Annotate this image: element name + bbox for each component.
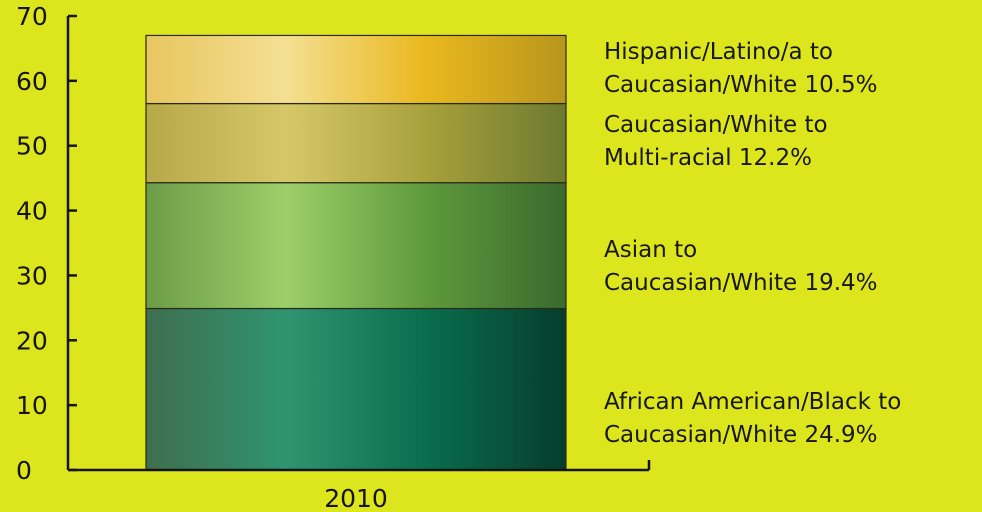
y-tick-label: 10 xyxy=(16,391,48,420)
bars xyxy=(145,34,567,471)
bar-segment-1 xyxy=(145,182,567,310)
axes xyxy=(66,16,651,472)
legend: African American/Black to Caucasian/White… xyxy=(604,39,901,448)
y-tick-label: 20 xyxy=(16,326,48,355)
bar-segment-0 xyxy=(145,307,567,471)
y-tick-label: 70 xyxy=(16,2,48,31)
y-tick-label: 40 xyxy=(16,197,48,226)
y-tick-label: 0 xyxy=(16,456,32,485)
x-tick-label: 2010 xyxy=(324,484,388,512)
y-tick-label: 30 xyxy=(16,261,48,290)
bar-segment-3 xyxy=(145,34,567,105)
y-tick-label: 50 xyxy=(16,132,48,161)
bar-segment-2 xyxy=(145,102,567,184)
legend-label-1: Asian to Caucasian/White 19.4% xyxy=(604,237,878,296)
x-tick-labels: 2010 xyxy=(324,484,388,512)
legend-label-0: African American/Black to Caucasian/White… xyxy=(604,389,901,448)
legend-label-2: Caucasian/White to Multi-racial 12.2% xyxy=(604,112,828,171)
y-ticks: 0 10 20 30 40 50 60 70 xyxy=(16,2,77,485)
y-tick-label: 60 xyxy=(16,67,48,96)
legend-label-3: Hispanic/Latino/a to Caucasian/White 10.5… xyxy=(604,39,878,98)
